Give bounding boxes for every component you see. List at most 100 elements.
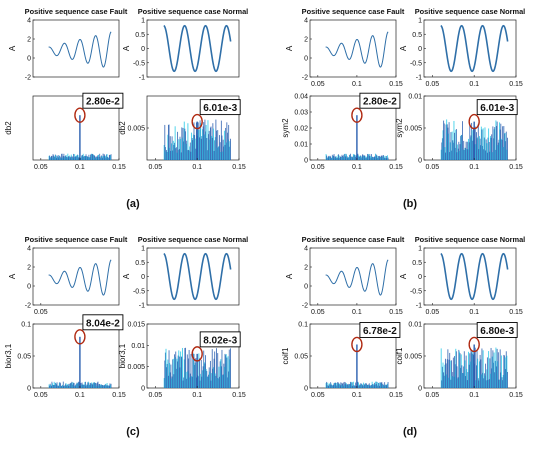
panel-3-fault-coefficient-bar [353,385,355,388]
panel-0-fault-coefficient-bar [83,156,85,160]
panel-0-normal-coefficient-bar [222,139,224,160]
panel-3-normal-coefficient-bar [507,371,508,388]
panel-1-fault-coefficient-bar [354,154,356,160]
panel-3-fault-coefficient-bar [364,383,366,388]
panel-1-normal-top-y-tick-label: 1 [418,18,422,25]
panel-3-fault-coefficient-bar [385,384,387,388]
panel-2-normal-coefficient-bar [208,367,210,388]
panel-0-fault-coefficient-bar [66,156,68,160]
panel-0-fault-coefficient-bar [73,153,74,160]
panel-0-normal-coefficient-bar [202,129,203,160]
panel-1-fault-coefficient-bar [327,155,329,160]
panel-0-normal-coefficient-bar [173,145,175,160]
panel-3-normal-coefficient-bar [452,357,454,388]
panel-2-normal-title: Positive sequence case Normal [138,235,249,244]
panel-0-normal-coefficient-bar [198,130,200,160]
panel-0-normal-coefficient-bar [226,132,228,160]
panel-1-fault-coefficient-bar [373,157,375,160]
panel-2-fault-coefficient-bar [55,383,57,388]
panel-0-normal-coefficient-bar [189,142,191,160]
panel-3-fault-coefficient-bar [330,382,332,388]
panel-0-normal-coefficient-bar [185,143,187,160]
panel-2-fault-coefficient-bar [98,383,100,388]
panel-3-normal-coefficient-bar [469,361,471,388]
panel-2-normal-coefficient-bar [224,353,226,388]
panel-1-fault-coefficient-bar [376,155,378,160]
panel-1-normal-coefficient-bar [488,128,490,160]
panel-2-fault-coefficient-bar [103,385,105,388]
panel-0-fault-title: Positive sequence case Fault [25,7,128,16]
panel-3-normal-coefficient-bar [442,362,444,388]
panel-3-fault-top-x-tick-label: 0.05 [311,309,325,316]
panel-2-fault-coefficient-bar [70,382,72,388]
panel-2-normal-coefficient-bar [223,363,225,388]
panel-1-normal-coefficient-bar [479,136,480,160]
panel-2-fault-coefficient-bar [60,386,62,388]
panel-1-normal-coefficient-bar [469,125,471,160]
panel-0-fault-coefficient-bar [107,157,109,160]
panel-0-fault-coefficient-bar [62,156,64,160]
panel-3-fault-coefficient-bar [341,382,343,388]
panel-3-normal-coefficient-bar [482,372,483,388]
panel-0-normal-coefficient-bar [186,150,188,160]
panel-2-normal-coefficient-bar [178,350,180,388]
panel-2-normal-coefficient-bar [216,348,217,388]
panel-2-fault-coefficient-bar [94,382,95,388]
panel-3-fault-coefficient-bar [373,383,375,388]
panel-3-normal-coefficient-bar [449,352,451,388]
panel-3-fault-top-ylabel: A [285,273,294,279]
panel-2-normal-coefficient-bar [202,370,203,388]
panel-2-fault-coefficient-bar [95,383,97,388]
panel-3-fault-coefficient-bar [368,384,370,388]
panel-1-fault-bottom-x-tick-label: 0.15 [389,164,403,171]
panel-3-fault-coefficient-bar [375,383,377,388]
panel-1-fault-coefficient-bar [369,154,371,160]
panel-0-normal-coefficient-bar [167,124,169,160]
panel-2-normal-coefficient-bar [216,377,218,388]
panel-3-normal-coefficient-bar [451,360,452,388]
panel-3-fault-coefficient-bar [369,385,371,388]
panel-2-normal-coefficient-bar [174,356,176,388]
panel-3-fault-coefficient-bar [355,385,357,388]
panel-3-fault-annotation: 6.78e-2 [363,326,397,337]
panel-1-normal-coefficient-bar [452,142,454,160]
panel-1-normal-coefficient-bar [486,143,488,160]
panel-2-fault-bottom-x-tick-label: 0.15 [112,392,126,399]
panel-1-fault-coefficient-bar [351,156,353,160]
panel-1-normal-coefficient-bar [443,120,445,160]
panel-3-fault-coefficient-bar [373,382,375,388]
panel-3-normal-coefficient-bar [468,351,470,388]
panel-1-fault-coefficient-bar [374,156,376,160]
panel-2-normal-coefficient-bar [181,347,183,388]
panel-0-normal-coefficient-bar [189,146,191,160]
panel-0-normal-coefficient-bar [219,142,221,160]
panel-3-fault-coefficient-bar [333,383,335,388]
panel-0-fault-coefficient-bar [101,156,103,160]
panel-2-fault-coefficient-bar [54,385,56,388]
panel-0-fault-coefficient-bar [98,156,100,160]
panel-3-fault-coefficient-bar [329,383,330,388]
panel-2-fault-coefficient-bar [77,382,79,388]
panel-1-fault-coefficient-bar [371,156,373,160]
panel-1-fault-coefficient-bar [355,156,357,160]
panel-2-normal-coefficient-bar [217,378,219,388]
panel-0-normal-coefficient-bar [205,124,207,160]
panel-2-fault-coefficient-bar [109,383,111,388]
panel-0-normal-coefficient-bar [191,138,193,160]
panel-2-fault-coefficient-bar [52,384,54,388]
panel-3-normal-coefficient-bar [467,372,469,388]
panel-3-fault-coefficient-bar [360,383,362,388]
panel-1-fault-coefficient-bar [325,154,327,160]
panel-1-normal-coefficient-bar [491,152,493,160]
panel-2-normal-coefficient-bar [222,375,224,388]
panel-3-fault-signal-line [325,259,389,296]
panel-3-fault-coefficient-bar [335,382,337,388]
panel-0-normal-coefficient-bar [181,127,183,160]
panel-3-normal-title: Positive sequence case Normal [415,235,526,244]
panel-1-fault-coefficient-bar [337,154,339,160]
panel-0-normal-coefficient-bar [187,123,189,160]
panel-1-fault-annotation: 2.80e-2 [363,97,397,108]
panel-2-fault-coefficient-bar [103,385,105,388]
panel-2-normal-signal-line [163,252,232,301]
